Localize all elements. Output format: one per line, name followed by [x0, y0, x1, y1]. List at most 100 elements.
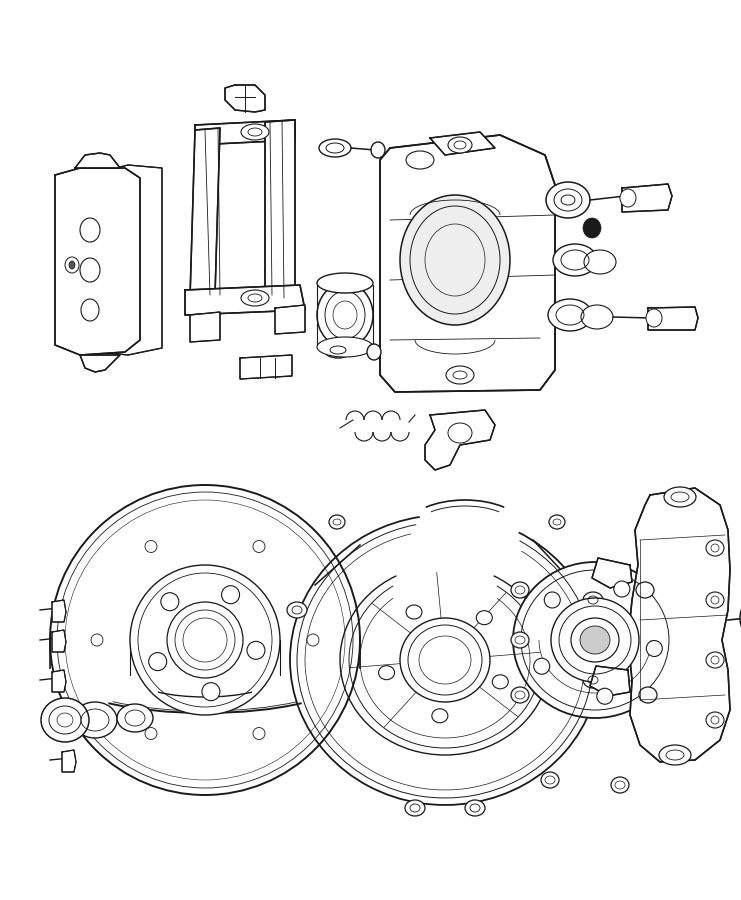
Polygon shape	[592, 558, 632, 588]
Ellipse shape	[511, 582, 529, 598]
Ellipse shape	[620, 189, 636, 207]
Ellipse shape	[432, 709, 448, 723]
Ellipse shape	[400, 195, 510, 325]
Ellipse shape	[706, 540, 724, 556]
Ellipse shape	[664, 487, 696, 507]
Ellipse shape	[406, 605, 422, 619]
Ellipse shape	[561, 195, 575, 205]
Ellipse shape	[287, 602, 307, 618]
Ellipse shape	[317, 283, 373, 347]
Polygon shape	[80, 355, 120, 372]
Ellipse shape	[367, 344, 381, 360]
Ellipse shape	[583, 672, 603, 688]
Ellipse shape	[492, 675, 508, 688]
Polygon shape	[380, 135, 555, 392]
Ellipse shape	[379, 666, 394, 680]
Ellipse shape	[317, 273, 373, 293]
Polygon shape	[430, 132, 495, 155]
Polygon shape	[75, 153, 120, 168]
Polygon shape	[62, 750, 76, 772]
Polygon shape	[225, 85, 265, 112]
Ellipse shape	[659, 745, 691, 765]
Ellipse shape	[646, 309, 662, 327]
Polygon shape	[195, 120, 295, 145]
Ellipse shape	[247, 642, 265, 660]
Polygon shape	[275, 305, 305, 334]
Ellipse shape	[706, 592, 724, 608]
Ellipse shape	[73, 702, 117, 738]
Ellipse shape	[611, 777, 629, 793]
Ellipse shape	[541, 772, 559, 788]
Ellipse shape	[614, 581, 630, 597]
Ellipse shape	[161, 593, 179, 611]
Ellipse shape	[130, 565, 280, 715]
Ellipse shape	[534, 658, 550, 674]
Ellipse shape	[646, 641, 662, 656]
Ellipse shape	[548, 299, 592, 331]
Polygon shape	[590, 666, 630, 696]
Ellipse shape	[50, 485, 360, 795]
Ellipse shape	[551, 598, 639, 682]
Ellipse shape	[545, 592, 560, 608]
Ellipse shape	[41, 698, 89, 742]
Polygon shape	[265, 120, 295, 302]
Ellipse shape	[91, 634, 103, 646]
Ellipse shape	[584, 250, 616, 274]
Ellipse shape	[80, 258, 100, 282]
Ellipse shape	[253, 541, 265, 553]
Ellipse shape	[597, 688, 613, 704]
Ellipse shape	[706, 712, 724, 728]
Ellipse shape	[202, 683, 220, 701]
Ellipse shape	[553, 244, 597, 276]
Polygon shape	[55, 168, 140, 355]
Ellipse shape	[80, 218, 100, 242]
Ellipse shape	[317, 337, 373, 357]
Ellipse shape	[241, 290, 269, 306]
Ellipse shape	[546, 182, 590, 218]
Ellipse shape	[371, 142, 385, 158]
Ellipse shape	[329, 515, 345, 529]
Ellipse shape	[448, 423, 472, 443]
Ellipse shape	[580, 626, 610, 654]
Ellipse shape	[511, 687, 529, 703]
Polygon shape	[425, 410, 495, 470]
Ellipse shape	[117, 704, 153, 732]
Ellipse shape	[513, 562, 677, 718]
Ellipse shape	[319, 139, 351, 157]
Polygon shape	[52, 600, 66, 622]
Ellipse shape	[81, 299, 99, 321]
Ellipse shape	[145, 727, 157, 740]
Ellipse shape	[448, 137, 472, 153]
Ellipse shape	[167, 602, 243, 678]
Ellipse shape	[740, 600, 741, 636]
Polygon shape	[100, 165, 162, 355]
Ellipse shape	[307, 634, 319, 646]
Ellipse shape	[241, 124, 269, 140]
Ellipse shape	[69, 261, 75, 269]
Ellipse shape	[581, 305, 613, 329]
Polygon shape	[240, 355, 292, 379]
Polygon shape	[648, 307, 698, 330]
Polygon shape	[190, 312, 220, 342]
Polygon shape	[52, 670, 66, 692]
Polygon shape	[190, 128, 220, 298]
Polygon shape	[622, 184, 672, 212]
Polygon shape	[628, 488, 730, 762]
Ellipse shape	[324, 342, 352, 358]
Ellipse shape	[511, 632, 529, 648]
Ellipse shape	[400, 618, 490, 702]
Ellipse shape	[465, 800, 485, 816]
Ellipse shape	[406, 151, 434, 169]
Ellipse shape	[446, 366, 474, 384]
Ellipse shape	[253, 727, 265, 740]
Ellipse shape	[639, 687, 657, 703]
Ellipse shape	[549, 515, 565, 529]
Ellipse shape	[65, 257, 79, 273]
Ellipse shape	[583, 218, 601, 238]
Ellipse shape	[583, 592, 603, 608]
Ellipse shape	[636, 582, 654, 598]
Ellipse shape	[476, 611, 492, 625]
Ellipse shape	[405, 800, 425, 816]
Polygon shape	[185, 285, 305, 315]
Polygon shape	[52, 630, 66, 652]
